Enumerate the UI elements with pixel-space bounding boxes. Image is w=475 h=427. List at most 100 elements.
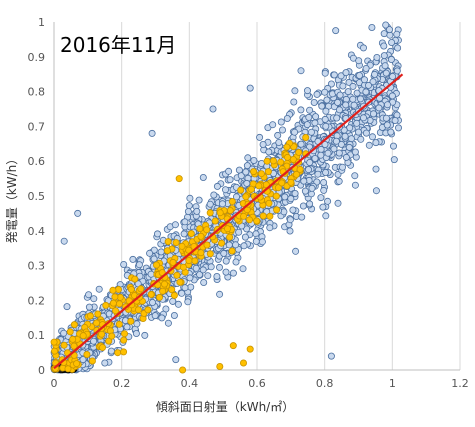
data-point-orange (274, 184, 282, 192)
data-point-blue (308, 184, 316, 192)
data-point-orange (109, 299, 117, 307)
data-point-blue (186, 194, 194, 202)
data-point-blue (369, 78, 377, 86)
data-point-orange (239, 359, 247, 367)
data-point-blue (135, 261, 143, 269)
data-point-blue (133, 320, 141, 328)
data-point-blue (256, 133, 264, 141)
data-point-blue (278, 126, 286, 134)
data-point-blue (313, 90, 321, 98)
data-point-blue (342, 101, 350, 109)
data-point-blue (332, 27, 340, 35)
data-point-blue (192, 264, 200, 272)
chart-title: 2016年11月 (60, 33, 176, 57)
data-point-blue (383, 121, 391, 129)
data-point-blue (332, 137, 340, 145)
data-point-blue (242, 168, 250, 176)
data-point-blue (314, 170, 322, 178)
data-point-blue (229, 269, 237, 277)
data-point-blue (353, 119, 361, 127)
data-point-orange (206, 250, 214, 258)
data-point-blue (158, 314, 166, 322)
data-point-blue (323, 96, 331, 104)
data-point-blue (381, 62, 389, 70)
data-point-orange (164, 238, 172, 246)
data-point-blue (388, 39, 396, 47)
data-point-blue (304, 166, 312, 174)
data-point-blue (150, 255, 158, 263)
data-point-blue (196, 271, 204, 279)
data-point-blue (169, 297, 177, 305)
data-point-blue (146, 249, 154, 257)
data-point-blue (334, 99, 342, 107)
data-point-blue (60, 329, 68, 337)
x-tick-label: 0.2 (113, 377, 131, 390)
data-point-blue (385, 26, 393, 34)
data-point-blue (258, 238, 266, 246)
data-point-blue (232, 241, 240, 249)
data-point-blue (383, 101, 391, 109)
data-point-blue (220, 249, 228, 257)
data-point-orange (160, 280, 168, 288)
data-point-orange (266, 212, 274, 220)
data-point-blue (394, 44, 402, 52)
data-point-blue (322, 168, 330, 176)
data-point-blue (79, 356, 87, 364)
data-point-orange (169, 258, 177, 266)
data-point-blue (221, 186, 229, 194)
trendline-line (53, 73, 404, 370)
data-point-orange (237, 186, 245, 194)
data-point-blue (239, 265, 247, 273)
data-point-blue (360, 76, 368, 84)
y-tick-label: 0.8 (28, 86, 46, 99)
data-point-orange (175, 175, 183, 183)
data-point-blue (222, 268, 230, 276)
data-point-blue (213, 182, 221, 190)
data-point-orange (273, 206, 281, 214)
data-point-blue (321, 140, 329, 148)
data-point-orange (116, 300, 124, 308)
data-point-blue (339, 82, 347, 90)
data-point-orange (296, 165, 304, 173)
data-point-blue (240, 242, 248, 250)
data-point-blue (204, 272, 212, 280)
data-point-blue (300, 177, 308, 185)
data-point-blue (388, 92, 396, 100)
data-point-orange (245, 216, 253, 224)
data-point-blue (266, 224, 274, 232)
data-point-blue (199, 266, 207, 274)
data-point-orange (51, 347, 59, 355)
data-point-blue (324, 149, 332, 157)
data-point-blue (303, 121, 311, 129)
data-point-orange (272, 192, 280, 200)
data-point-orange (111, 293, 119, 301)
data-point-orange (203, 241, 211, 249)
data-point-orange (144, 306, 152, 314)
data-point-orange (216, 362, 224, 370)
data-point-blue (356, 95, 364, 103)
data-point-blue (235, 228, 243, 236)
y-tick-label: 0.4 (28, 225, 46, 238)
data-point-orange (147, 290, 155, 298)
data-point-orange (102, 301, 110, 309)
data-point-blue (372, 165, 380, 173)
data-point-blue (380, 42, 388, 50)
data-point-orange (289, 155, 297, 163)
data-point-blue (372, 187, 380, 195)
data-point-blue (269, 121, 277, 129)
data-point-blue (330, 71, 338, 79)
data-point-blue (107, 347, 115, 355)
data-point-blue (186, 274, 194, 282)
data-point-orange (94, 310, 102, 318)
x-tick-label: 0.4 (181, 377, 199, 390)
data-point-orange (83, 350, 91, 358)
x-tick-label: 1 (389, 377, 396, 390)
data-point-blue (342, 153, 350, 161)
data-point-blue (387, 128, 395, 136)
data-point-orange (263, 157, 271, 165)
data-point-blue (322, 107, 330, 115)
data-point-blue (132, 329, 140, 337)
data-point-blue (95, 285, 103, 293)
data-point-orange (120, 336, 128, 344)
data-point-orange (217, 239, 225, 247)
